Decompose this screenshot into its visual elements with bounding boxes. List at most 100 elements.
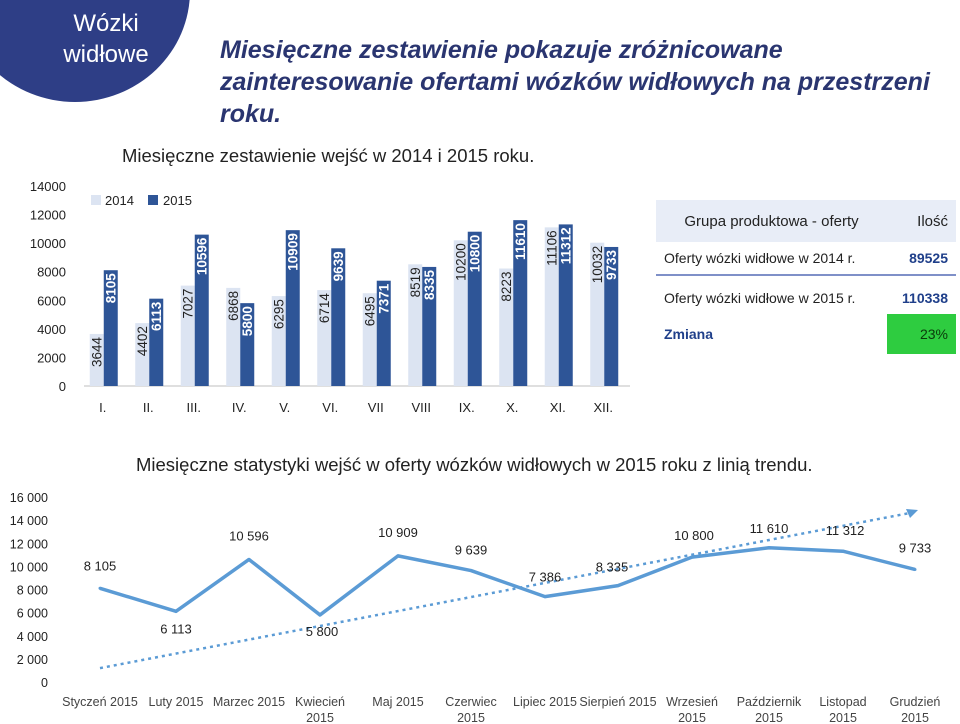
change-value: 23% — [886, 314, 956, 354]
bar-2014 — [226, 287, 241, 386]
table-row-value: 110338 — [902, 290, 948, 306]
data-label-2014: 3644 — [90, 336, 105, 367]
x-tick-label: Czerwiec 2015 — [445, 695, 496, 724]
legend-swatch-2015 — [148, 195, 158, 205]
legend-label-2015: 2015 — [163, 193, 192, 208]
bar-2015 — [331, 248, 346, 386]
table-row-value: 89525 — [909, 250, 948, 266]
y-tick-label: 4000 — [37, 322, 66, 337]
bar-2015 — [513, 220, 528, 386]
x-tick-label: Listopad 2015 — [819, 695, 866, 724]
data-label-2015: 9733 — [604, 249, 619, 280]
data-point — [469, 569, 473, 573]
data-label: 7 386 — [529, 570, 562, 585]
data-label: 6 113 — [160, 621, 192, 636]
bar-2014 — [590, 242, 605, 386]
bar-2015 — [194, 234, 209, 386]
legend-label-2014: 2014 — [105, 193, 134, 208]
data-point — [98, 586, 102, 590]
bar-2015 — [467, 231, 482, 386]
x-tick-label: Lipiec 2015 — [513, 695, 577, 709]
x-tick-label: VI. — [322, 400, 338, 415]
x-tick-label: Październik 2015 — [737, 695, 802, 724]
data-label-2015: 10800 — [468, 235, 483, 273]
bar-2014 — [89, 333, 104, 386]
data-label-2014: 8223 — [499, 272, 514, 302]
x-tick-label: Wrzesień 2015 — [666, 695, 718, 724]
bar-chart-title: Miesięczne zestawienie wejść w 2014 i 20… — [122, 145, 535, 166]
data-label-2014: 8519 — [408, 267, 423, 297]
bar-2014 — [544, 227, 559, 386]
bar-2015 — [558, 224, 573, 386]
x-tick-label: Styczeń 2015 — [62, 695, 138, 709]
x-tick-label: Sierpień 2015 — [579, 695, 656, 709]
page-headline: Miesięczne zestawienie pokazuje zróżnico… — [220, 36, 930, 128]
data-label-2015: 8335 — [422, 269, 437, 300]
bar-2014 — [408, 264, 423, 386]
line-chart-title: Miesięczne statystyki wejść w oferty wóz… — [136, 454, 813, 475]
x-tick-label: Kwiecień 2015 — [295, 695, 345, 724]
y-tick-label: 16 000 — [10, 491, 48, 505]
data-label-2015: 9639 — [331, 251, 346, 281]
y-tick-label: 10 000 — [10, 560, 48, 574]
y-tick-label: 4 000 — [17, 630, 48, 644]
table-row-name: Oferty wózki widłowe w 2014 r. — [664, 250, 856, 266]
x-tick-label: I. — [99, 400, 106, 415]
table-header-value: Ilość — [886, 200, 956, 242]
table-row-name: Oferty wózki widłowe w 2015 r. — [664, 290, 856, 306]
data-point — [318, 613, 322, 617]
bar-2014 — [271, 296, 286, 386]
data-point — [841, 549, 845, 553]
y-tick-label: 12000 — [30, 208, 66, 223]
data-label-2014: 10032 — [590, 246, 605, 284]
y-tick-label: 6000 — [37, 293, 66, 308]
y-tick-label: 0 — [41, 676, 48, 690]
bar-2014 — [453, 240, 468, 386]
data-label: 5 800 — [306, 624, 339, 639]
x-tick-label: IX. — [459, 400, 475, 415]
y-tick-label: 2 000 — [17, 653, 48, 667]
x-tick-label: Marzec 2015 — [213, 695, 285, 709]
data-point — [247, 557, 251, 561]
table-row: Oferty wózki widłowe w 2015 r. 110338 — [656, 282, 956, 314]
data-label-2015: 10596 — [195, 237, 210, 275]
data-label-2015: 10909 — [286, 233, 301, 271]
bar-2015 — [422, 266, 437, 386]
x-tick-label: X. — [506, 400, 518, 415]
table-row: Oferty wózki widłowe w 2014 r. 89525 — [656, 242, 956, 275]
x-tick-label: Grudzień 2015 — [890, 695, 941, 724]
y-tick-label: 6 000 — [17, 607, 48, 621]
summary-table: Grupa produktowa - oferty Ilość Oferty w… — [656, 200, 956, 354]
y-tick-label: 12 000 — [10, 537, 48, 551]
x-tick-label: II. — [143, 400, 154, 415]
data-point — [616, 584, 620, 588]
data-label: 10 800 — [674, 528, 714, 543]
data-label: 11 610 — [750, 521, 789, 536]
data-label-2015: 6113 — [149, 301, 164, 331]
x-tick-label: VIII — [411, 400, 431, 415]
table-header-row: Grupa produktowa - oferty Ilość — [656, 200, 956, 242]
trend-line — [99, 510, 916, 670]
bar-2014 — [499, 268, 514, 386]
data-label-2015: 11610 — [513, 223, 528, 260]
data-label: 10 909 — [378, 525, 418, 540]
badge-line-2: widłowe — [63, 41, 149, 68]
data-point — [543, 595, 547, 599]
bar-chart: 0 2000 4000 6000 8000 10000 12000 14000 I. 3644 81… — [30, 179, 630, 415]
x-tick-label: Maj 2015 — [372, 695, 423, 709]
y-tick-label: 10000 — [30, 236, 66, 251]
trend-arrowhead — [906, 509, 918, 519]
y-tick-label: 14 000 — [10, 514, 48, 528]
data-label-2015: 11312 — [559, 227, 574, 264]
table-header-name: Grupa produktowa - oferty — [656, 200, 887, 242]
data-label-2015: 5800 — [240, 306, 255, 336]
x-tick-label: III. — [187, 400, 201, 415]
data-point — [396, 554, 400, 558]
data-label-2014: 6495 — [363, 296, 378, 326]
data-label-2014: 4402 — [135, 326, 150, 356]
y-tick-label: 14000 — [30, 179, 66, 194]
bar-2014 — [180, 285, 195, 386]
x-tick-label: VII — [368, 400, 384, 415]
data-label-2014: 7027 — [181, 289, 196, 319]
